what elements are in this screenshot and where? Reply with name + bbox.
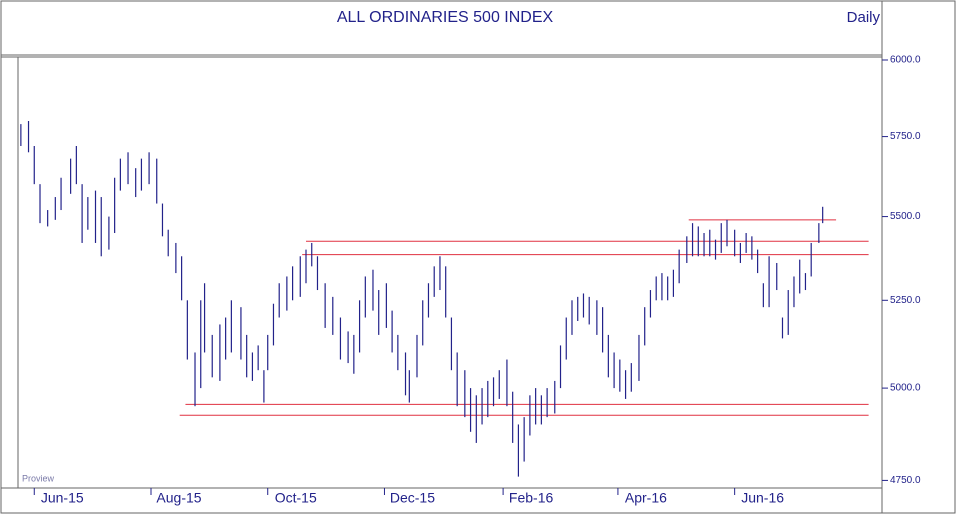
x-tick-label: Aug-15 [156,490,201,506]
y-tick-label: 4750.0 [890,475,921,486]
y-tick-label: 5750.0 [890,131,921,142]
chart-subtitle: Daily [847,9,881,26]
x-tick-label: Apr-16 [625,490,667,506]
x-tick-label: Jun-15 [41,490,84,506]
y-tick-label: 5500.0 [890,211,921,222]
x-tick-label: Oct-15 [275,490,317,506]
y-tick-label: 5250.0 [890,295,921,306]
chart-title: ALL ORDINARIES 500 INDEX [337,9,554,26]
x-tick-label: Feb-16 [509,490,554,506]
y-tick-label: 6000.0 [890,55,921,66]
y-tick-label: 5000.0 [890,383,921,394]
x-tick-label: Jun-16 [741,490,784,506]
watermark: Proview [22,473,55,483]
x-tick-label: Dec-15 [390,490,435,506]
